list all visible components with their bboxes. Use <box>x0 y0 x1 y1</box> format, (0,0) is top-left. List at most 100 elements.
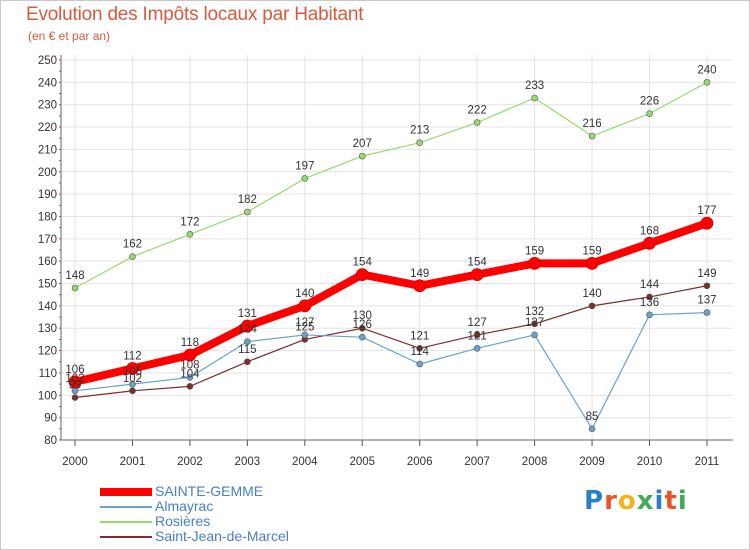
data-point <box>358 324 366 332</box>
data-point <box>473 345 481 352</box>
data-label: 130 <box>353 310 372 322</box>
data-label: 168 <box>640 225 659 237</box>
y-tick-label: 220 <box>38 122 57 134</box>
logo-letter: i <box>654 486 665 516</box>
x-tick-label: 2001 <box>120 456 146 468</box>
data-point <box>473 119 481 126</box>
data-point <box>531 94 538 102</box>
legend-label: Rosières <box>155 513 211 529</box>
data-label: 102 <box>65 373 84 385</box>
series-line-saint-jean-de-marcel <box>74 285 708 399</box>
legend-item: Almayrac <box>100 499 289 514</box>
data-point <box>416 345 424 352</box>
data-label: 102 <box>123 373 142 385</box>
data-point <box>355 268 369 281</box>
data-point <box>643 236 656 250</box>
series-line-sainte-gemme <box>71 219 711 386</box>
series-line-almayrac <box>74 311 708 430</box>
data-point <box>588 132 596 140</box>
line-chart: 8090100110120130140150160170180190200210… <box>38 55 733 468</box>
data-label: 132 <box>525 306 544 318</box>
legend-item: Saint-Jean-de-Marcel <box>100 529 289 544</box>
x-tick-label: 2008 <box>522 456 548 468</box>
legend-label: SAINTE-GEMME <box>155 483 264 499</box>
x-tick-label: 2010 <box>637 456 663 468</box>
y-tick-label: 240 <box>38 77 57 89</box>
y-tick-label: 110 <box>39 368 57 380</box>
y-tick-label: 250 <box>38 55 57 67</box>
x-tick-label: 2006 <box>407 456 433 468</box>
data-label: 154 <box>468 257 488 269</box>
data-label: 106 <box>65 364 84 376</box>
data-point <box>244 208 251 216</box>
y-tick-label: 80 <box>44 435 57 447</box>
data-point <box>301 175 309 182</box>
data-label: 159 <box>525 245 544 257</box>
y-tick-label: 90 <box>44 413 57 425</box>
data-label: 126 <box>353 319 372 331</box>
x-tick-label: 2009 <box>579 456 605 468</box>
legend-swatch <box>100 535 152 538</box>
data-point <box>298 299 312 313</box>
y-tick-label: 120 <box>38 346 57 358</box>
data-point <box>129 387 136 395</box>
data-label: 108 <box>180 359 199 371</box>
y-tick-label: 190 <box>38 189 57 201</box>
y-tick-label: 230 <box>38 100 57 112</box>
data-point <box>244 358 251 366</box>
legend-item: Rosières <box>100 514 289 529</box>
data-label: 114 <box>411 346 430 358</box>
data-point <box>240 319 254 333</box>
data-point <box>531 331 538 339</box>
data-point <box>646 110 653 117</box>
logo-letter: t <box>664 486 678 516</box>
data-point <box>588 425 596 433</box>
legend-swatch <box>100 487 152 496</box>
data-label: 222 <box>468 105 487 117</box>
data-point <box>531 320 538 328</box>
x-tick-label: 2005 <box>349 456 375 468</box>
data-label: 197 <box>295 160 314 172</box>
data-label: 115 <box>238 344 256 356</box>
data-label: 182 <box>238 194 257 206</box>
chart-legend: SAINTE-GEMME Almayrac Rosières Saint-Jean-d… <box>100 484 289 544</box>
data-point <box>129 380 136 388</box>
data-label: 213 <box>410 125 429 137</box>
data-label: 121 <box>468 330 487 342</box>
y-tick-label: 130 <box>38 323 57 335</box>
y-tick-label: 160 <box>38 256 57 268</box>
y-tick-label: 180 <box>38 211 57 223</box>
data-label: 154 <box>353 257 373 269</box>
data-label: 131 <box>238 308 257 320</box>
data-point <box>358 152 366 160</box>
logo-letter: r <box>604 486 618 516</box>
data-label: 240 <box>697 64 716 76</box>
x-tick-label: 2002 <box>177 456 203 468</box>
data-point <box>183 348 197 362</box>
legend-swatch <box>100 505 152 508</box>
plot-area <box>61 55 733 440</box>
data-point <box>703 309 711 316</box>
data-label: 99 <box>69 380 82 392</box>
logo-letter: P <box>584 486 605 516</box>
data-label: 207 <box>353 138 372 150</box>
data-point <box>646 293 653 301</box>
chart-subtitle: (en € et par an) <box>28 29 111 43</box>
x-tick-label: 2000 <box>62 456 88 468</box>
data-label: 149 <box>410 268 429 280</box>
y-tick-label: 200 <box>38 167 57 179</box>
data-point <box>703 79 711 86</box>
data-label: 112 <box>123 350 141 362</box>
data-label: 140 <box>582 288 601 300</box>
data-point <box>71 284 79 292</box>
data-label: 105 <box>123 366 142 378</box>
chart-title: Evolution des Impôts locaux par Habitant <box>26 4 364 25</box>
data-point <box>473 331 481 339</box>
data-label: 127 <box>295 317 314 329</box>
x-tick-label: 2004 <box>292 456 318 468</box>
data-label: 127 <box>468 317 487 329</box>
data-point <box>700 216 714 230</box>
data-point <box>71 394 79 401</box>
data-label: 172 <box>180 216 199 228</box>
legend-swatch <box>100 520 152 523</box>
